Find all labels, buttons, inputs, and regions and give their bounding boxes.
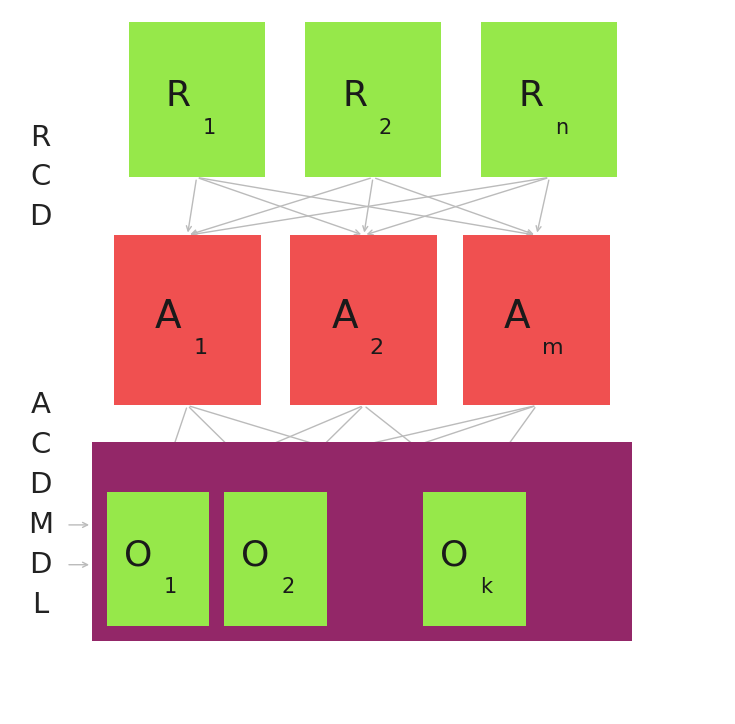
Text: C: C <box>30 164 51 191</box>
Text: A: A <box>155 298 182 336</box>
Text: D: D <box>29 471 51 499</box>
Text: A: A <box>331 298 358 336</box>
Bar <box>481 22 617 177</box>
Text: L: L <box>32 591 49 618</box>
Text: A: A <box>30 392 51 419</box>
Bar <box>224 492 327 626</box>
Text: O: O <box>123 539 152 573</box>
Text: R: R <box>165 79 190 113</box>
Text: 2: 2 <box>282 578 295 597</box>
Text: 1: 1 <box>193 339 207 358</box>
Text: M: M <box>28 511 53 539</box>
Bar <box>114 235 261 405</box>
Bar <box>305 22 441 177</box>
Text: R: R <box>342 79 367 113</box>
Text: 1: 1 <box>164 578 177 597</box>
Text: R: R <box>518 79 543 113</box>
Bar <box>463 235 610 405</box>
Bar <box>423 492 526 626</box>
Text: k: k <box>480 578 492 597</box>
Text: O: O <box>440 539 468 573</box>
Text: A: A <box>504 298 531 336</box>
Text: 1: 1 <box>202 117 216 138</box>
Text: C: C <box>30 432 51 459</box>
Bar <box>129 22 265 177</box>
Bar <box>290 235 437 405</box>
Bar <box>92 442 632 641</box>
Text: D: D <box>29 203 51 231</box>
Text: O: O <box>241 539 270 573</box>
Bar <box>107 492 209 626</box>
Text: D: D <box>29 551 51 578</box>
Text: 2: 2 <box>379 117 392 138</box>
Text: n: n <box>556 117 568 138</box>
Text: 2: 2 <box>370 339 384 358</box>
Text: R: R <box>30 124 51 151</box>
Text: m: m <box>542 339 564 358</box>
